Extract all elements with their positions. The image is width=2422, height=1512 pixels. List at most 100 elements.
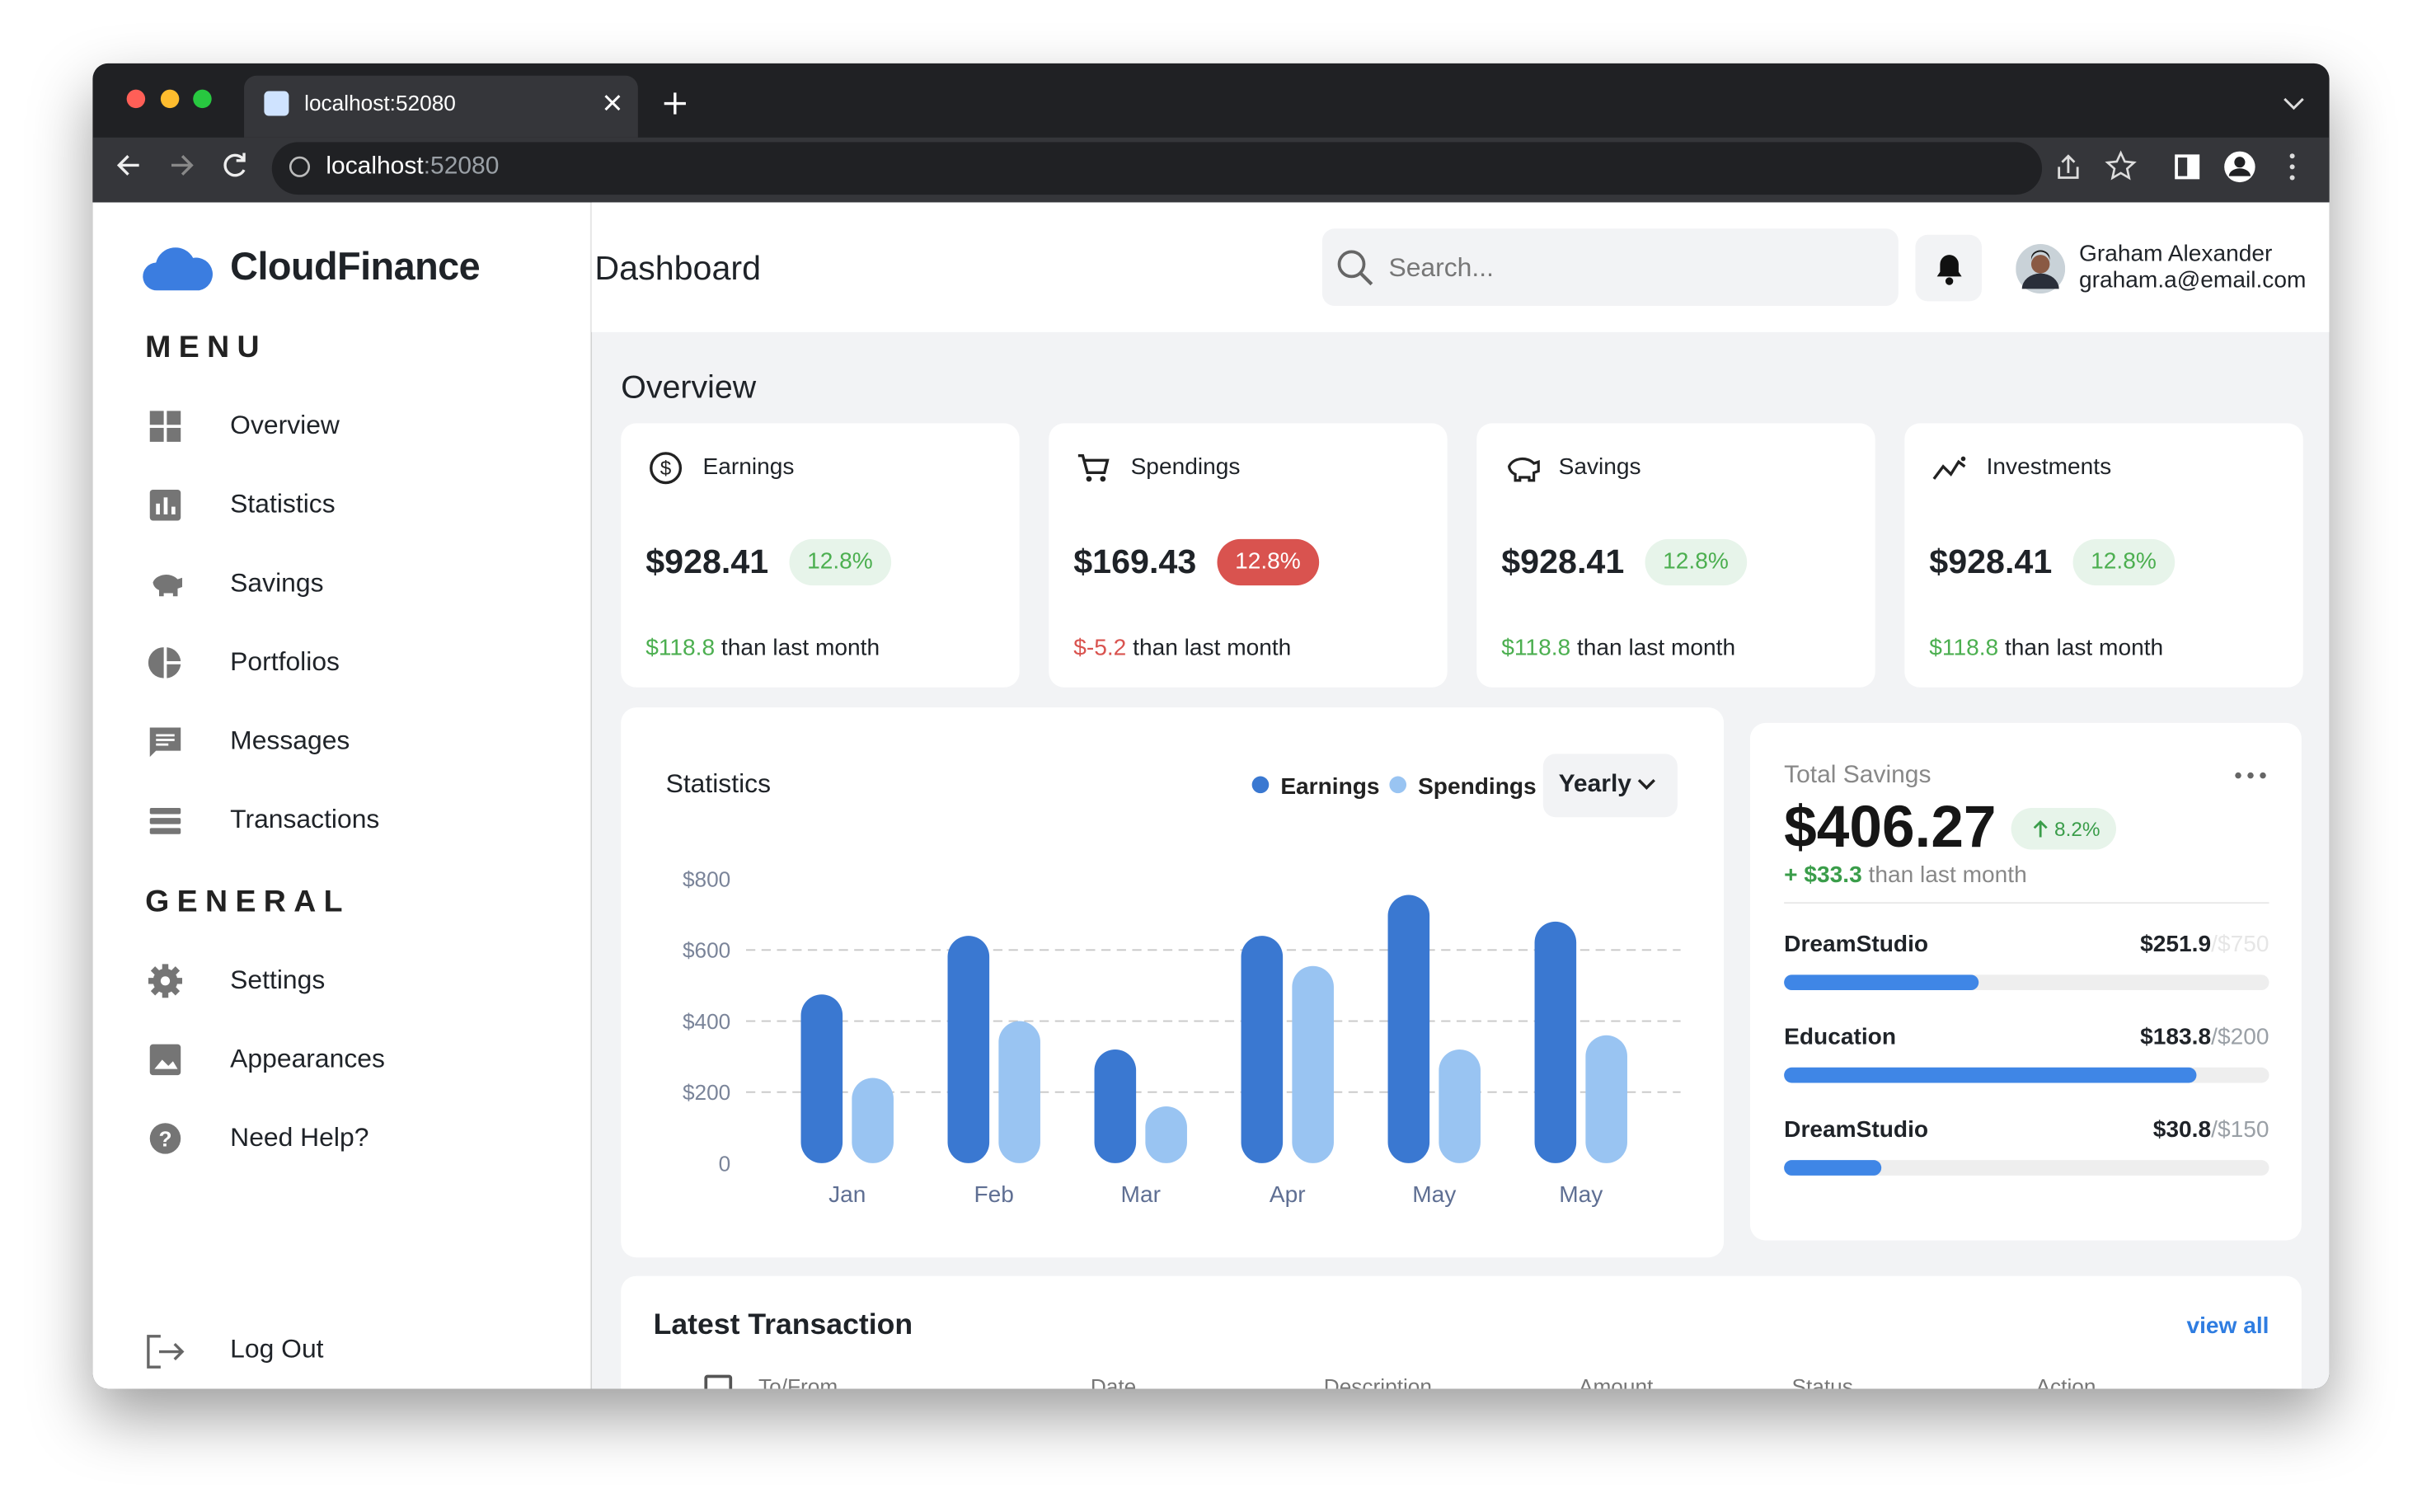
logout-icon[interactable] bbox=[145, 1333, 185, 1370]
card-badge: 12.8% bbox=[788, 538, 892, 586]
avatar[interactable] bbox=[2016, 244, 2066, 294]
savings-item-name: Education bbox=[1784, 1024, 1897, 1051]
savings-title: Total Savings bbox=[1784, 762, 1931, 789]
menu-icon bbox=[149, 727, 181, 758]
card-change: $118.8 than last month bbox=[645, 635, 880, 663]
change-text: than last month bbox=[2004, 635, 2164, 661]
card-badge: 12.8% bbox=[1216, 538, 1320, 586]
card-label: Investments bbox=[1986, 453, 2112, 481]
transactions-card bbox=[621, 1275, 2302, 1389]
tab-menu[interactable] bbox=[2284, 97, 2304, 110]
limit: /$150 bbox=[2211, 1116, 2269, 1143]
tab-close[interactable] bbox=[604, 95, 621, 111]
y-tick-label: $200 bbox=[683, 1080, 730, 1105]
menu-icon bbox=[148, 964, 183, 998]
change-text: than last month bbox=[1576, 635, 1736, 661]
site-info[interactable] bbox=[289, 156, 311, 177]
user-email: graham.a@email.com bbox=[2079, 267, 2307, 294]
y-tick-label: $800 bbox=[683, 867, 730, 892]
new-tab[interactable] bbox=[664, 92, 686, 115]
bar bbox=[998, 1021, 1040, 1163]
y-tick-label: $400 bbox=[683, 1009, 730, 1034]
card-icon bbox=[1507, 457, 1540, 482]
y-tick-label: $600 bbox=[683, 938, 730, 963]
minimize-button[interactable] bbox=[160, 89, 180, 109]
more-button[interactable] bbox=[2233, 768, 2267, 783]
x-tick-label: Jan bbox=[828, 1181, 866, 1207]
view-all-link[interactable]: view all bbox=[2186, 1312, 2269, 1340]
menu-item[interactable]: Savings bbox=[230, 568, 324, 598]
period-label: Yearly bbox=[1558, 771, 1631, 798]
menu-icon[interactable] bbox=[2289, 153, 2295, 159]
reload-button[interactable] bbox=[223, 153, 246, 177]
card-icon bbox=[1077, 454, 1110, 482]
share-icon[interactable] bbox=[2058, 154, 2079, 179]
logout-link[interactable]: Log Out bbox=[230, 1334, 324, 1364]
column-header: Status bbox=[1791, 1373, 1853, 1389]
bar bbox=[1585, 1035, 1627, 1163]
x-tick-label: Mar bbox=[1121, 1181, 1161, 1207]
change-text: than last month bbox=[1133, 635, 1292, 661]
menu-item[interactable]: Messages bbox=[230, 725, 350, 755]
savings-item-name: DreamStudio bbox=[1784, 931, 1929, 958]
dropdown-caret bbox=[1637, 779, 1655, 790]
card-amount: $169.43 bbox=[1073, 542, 1197, 581]
card-label: Spendings bbox=[1130, 453, 1241, 481]
amount: $183.8 bbox=[2140, 1024, 2212, 1051]
brand-logo bbox=[143, 247, 213, 291]
menu-item[interactable]: Overview bbox=[230, 411, 340, 440]
menu-item[interactable]: Settings bbox=[230, 965, 326, 995]
sidebar bbox=[92, 202, 592, 1389]
card-badge: 12.8% bbox=[2072, 538, 2176, 586]
bar bbox=[947, 936, 990, 1163]
bookmark-icon[interactable] bbox=[2105, 150, 2137, 181]
savings-item-amount: $251.9/$750 bbox=[2140, 932, 2269, 960]
menu-icon: ? bbox=[149, 1123, 181, 1154]
amount: $251.9 bbox=[2140, 931, 2212, 958]
card-amount: $928.41 bbox=[1929, 542, 2053, 581]
menu-icon bbox=[149, 1044, 181, 1076]
checkbox[interactable] bbox=[704, 1374, 733, 1389]
bar bbox=[1534, 921, 1577, 1163]
statistics-title: Statistics bbox=[665, 768, 772, 799]
period-dropdown[interactable] bbox=[1542, 754, 1678, 818]
url: localhost:52080 bbox=[326, 152, 499, 181]
card-amount: $928.41 bbox=[645, 542, 769, 581]
menu-icon bbox=[149, 411, 181, 442]
savings-item-amount: $30.8/$150 bbox=[2153, 1117, 2269, 1145]
tab-favicon bbox=[264, 91, 289, 116]
bar bbox=[1094, 1049, 1137, 1163]
bell-icon bbox=[1936, 255, 1962, 285]
column-header: To/From bbox=[758, 1373, 838, 1389]
address-bar[interactable] bbox=[271, 142, 2043, 195]
menu-item[interactable]: Need Help? bbox=[230, 1122, 369, 1153]
card-change: $-5.2 than last month bbox=[1073, 635, 1291, 663]
progress-fill bbox=[1784, 974, 1978, 991]
amount: $30.8 bbox=[2152, 1116, 2212, 1143]
savings-amount: $406.27 bbox=[1784, 796, 1997, 862]
savings-badge-text: 8.2% bbox=[2054, 817, 2100, 841]
search-box[interactable] bbox=[1321, 228, 1899, 306]
x-tick-label: May bbox=[1559, 1181, 1603, 1207]
menu-icon bbox=[153, 575, 183, 597]
savings-change-text: than last month bbox=[1868, 862, 2027, 889]
general-heading: GENERAL bbox=[145, 885, 350, 919]
back-button[interactable] bbox=[116, 155, 139, 176]
maximize-button[interactable] bbox=[193, 89, 212, 109]
close-button[interactable] bbox=[126, 89, 146, 109]
menu-item[interactable]: Portfolios bbox=[230, 646, 340, 677]
column-header: Date bbox=[1090, 1373, 1137, 1389]
menu-item[interactable]: Appearances bbox=[230, 1044, 385, 1073]
forward-button[interactable] bbox=[171, 155, 194, 176]
menu-item[interactable]: Statistics bbox=[230, 489, 336, 519]
transactions-title: Latest Transaction bbox=[653, 1309, 913, 1342]
svg-text:$: $ bbox=[660, 458, 672, 480]
change-amount: $118.8 bbox=[1929, 635, 1999, 661]
menu-item[interactable]: Transactions bbox=[230, 804, 380, 834]
savings-change: + $33.3 than last month bbox=[1784, 862, 2027, 890]
savings-item-amount: $183.8/$200 bbox=[2140, 1024, 2269, 1052]
y-tick-label: 0 bbox=[719, 1151, 731, 1176]
tab[interactable] bbox=[244, 75, 638, 138]
progress-fill bbox=[1784, 1067, 2197, 1083]
